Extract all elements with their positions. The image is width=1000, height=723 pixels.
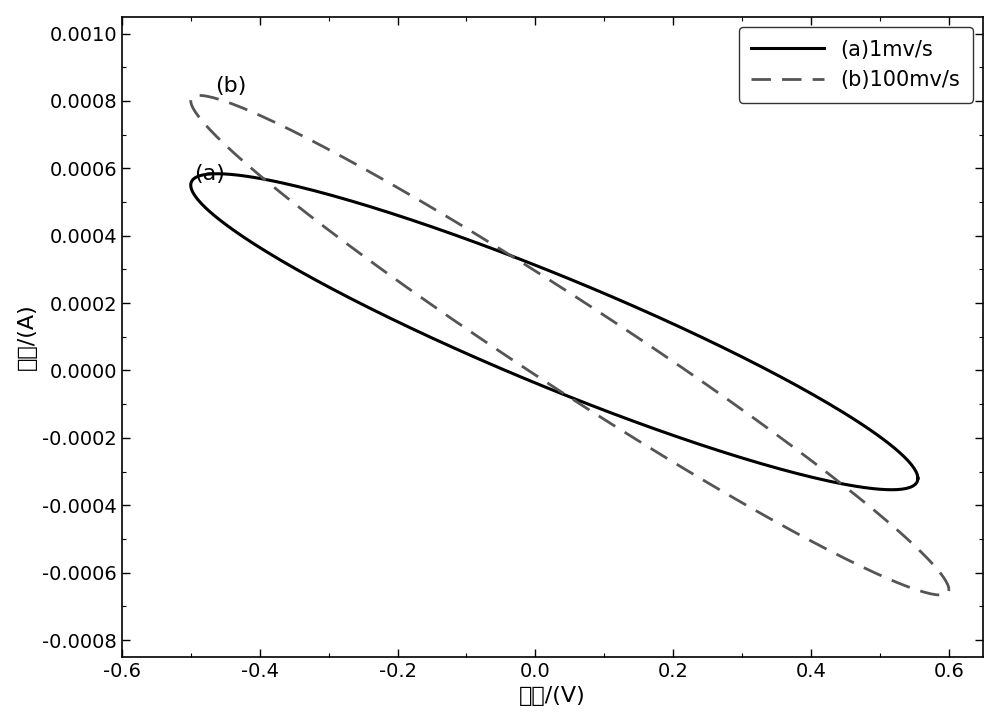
(a)1mv/s xyxy=(252,242,264,251)
(a)1mv/s xyxy=(248,239,260,248)
(a)1mv/s xyxy=(912,474,924,483)
(b)100mv/s xyxy=(251,168,263,177)
(a)1mv/s xyxy=(886,485,898,494)
Line: (b)100mv/s: (b)100mv/s xyxy=(191,95,949,595)
(b)100mv/s xyxy=(883,575,895,583)
(a)1mv/s xyxy=(276,257,288,265)
Y-axis label: 电流/(A): 电流/(A) xyxy=(17,304,37,370)
(b)100mv/s xyxy=(943,585,955,594)
(a)1mv/s xyxy=(212,169,224,178)
(b)100mv/s xyxy=(255,172,267,181)
X-axis label: 电压/(V): 电压/(V) xyxy=(519,686,586,706)
Line: (a)1mv/s: (a)1mv/s xyxy=(191,174,918,489)
(a)1mv/s xyxy=(912,474,924,483)
(b)100mv/s xyxy=(194,91,206,100)
(b)100mv/s xyxy=(779,523,791,531)
Legend: (a)1mv/s, (b)100mv/s: (a)1mv/s, (b)100mv/s xyxy=(739,27,973,103)
(b)100mv/s xyxy=(943,584,955,593)
(b)100mv/s xyxy=(943,585,955,594)
(a)1mv/s xyxy=(755,459,767,468)
(a)1mv/s xyxy=(855,483,867,492)
(b)100mv/s xyxy=(280,192,292,201)
(a)1mv/s xyxy=(912,473,924,482)
Text: (b): (b) xyxy=(215,77,246,96)
Text: (a): (a) xyxy=(194,164,225,184)
(b)100mv/s xyxy=(935,591,947,599)
